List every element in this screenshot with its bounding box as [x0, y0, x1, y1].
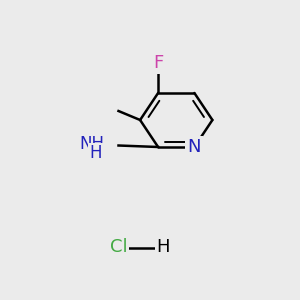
Text: N: N — [188, 138, 201, 156]
Text: Cl: Cl — [110, 238, 127, 256]
Text: H: H — [157, 238, 170, 256]
Text: H: H — [89, 144, 102, 162]
Text: F: F — [153, 54, 163, 72]
Text: NH: NH — [79, 135, 104, 153]
